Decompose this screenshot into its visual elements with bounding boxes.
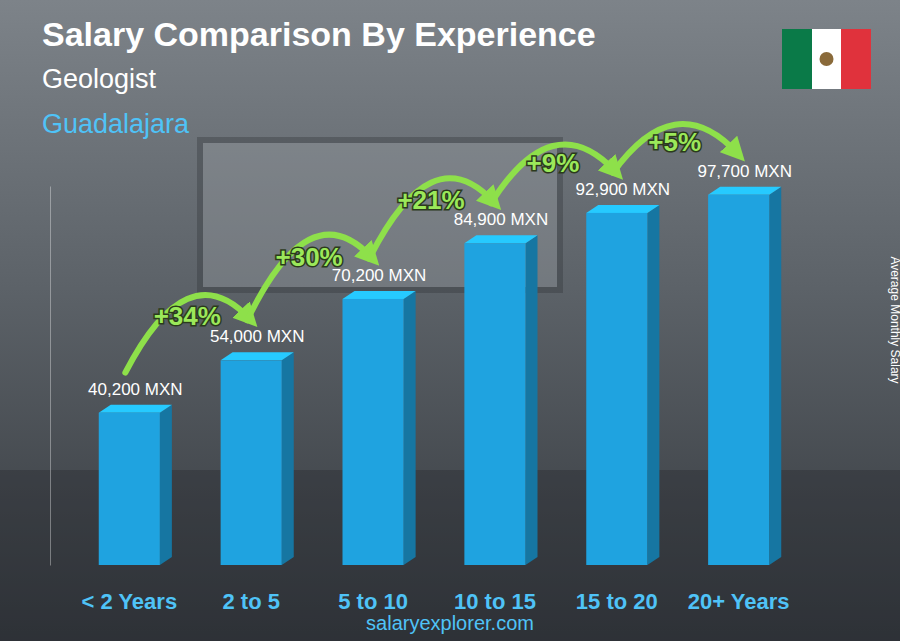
growth-arrow xyxy=(491,144,615,203)
flag-emblem xyxy=(820,52,834,66)
title: Salary Comparison By Experience xyxy=(42,15,596,53)
chart: Salary Comparison By Experience Geologist… xyxy=(0,0,900,641)
bar-group xyxy=(464,235,537,565)
growth-label: +21% xyxy=(397,185,464,215)
data-labels: 40,200 MXN 54,000 MXN 70,200 MXN 84,900 MXN… xyxy=(88,162,792,399)
x-tick-label: 2 to 5 xyxy=(222,589,279,614)
growth-arrow xyxy=(125,295,249,373)
bar-side xyxy=(526,235,538,565)
source: salaryexplorer.com xyxy=(366,612,534,634)
bar-top xyxy=(708,187,781,195)
x-tick-label: 20+ Years xyxy=(688,589,790,614)
location: Guadalajara xyxy=(42,109,190,139)
x-tick: < 2 Years xyxy=(81,565,177,614)
flag-red xyxy=(841,29,871,89)
bar-group xyxy=(221,352,294,565)
bar-group xyxy=(343,291,416,565)
y-axis-line xyxy=(50,187,51,566)
x-tick-label: < 2 Years xyxy=(81,589,177,614)
growth-arrow xyxy=(247,235,371,321)
data-label: 92,900 MXN xyxy=(576,180,671,199)
bar-top xyxy=(343,291,416,299)
flag-green xyxy=(782,29,812,89)
bar xyxy=(586,213,647,565)
bar-group xyxy=(99,405,172,565)
x-tick: 5 to 10 xyxy=(338,565,408,614)
bar-top xyxy=(464,235,537,243)
x-tick: 2 to 5 xyxy=(222,565,279,614)
data-label: 40,200 MXN xyxy=(88,380,183,399)
data-label: 84,900 MXN xyxy=(454,210,549,229)
bar-side xyxy=(160,405,172,565)
x-tick: 15 to 20 xyxy=(576,565,658,614)
x-tick: 10 to 15 xyxy=(454,565,536,614)
bars xyxy=(99,187,782,565)
bar-side xyxy=(647,205,659,565)
x-axis: < 2 Years 2 to 5 5 to 10 10 to 15 15 to 20 20… xyxy=(81,565,789,614)
subtitle: Geologist xyxy=(42,64,157,94)
bar-top xyxy=(586,205,659,213)
data-label: 70,200 MXN xyxy=(332,266,427,285)
bar xyxy=(99,413,160,565)
bar xyxy=(343,299,404,565)
growth-arrow xyxy=(369,178,493,259)
data-label: 54,000 MXN xyxy=(210,327,305,346)
bar-side xyxy=(404,291,416,565)
x-tick: 20+ Years xyxy=(688,565,790,614)
bar-top xyxy=(99,405,172,413)
data-label: 97,700 MXN xyxy=(697,162,792,181)
growth-label: +5% xyxy=(648,127,701,157)
y-axis-title: Average Monthly Salary xyxy=(888,256,900,383)
bar-side xyxy=(282,352,294,565)
bar-top xyxy=(221,352,294,360)
flag-white xyxy=(812,29,841,89)
growth-label: +9% xyxy=(526,148,579,178)
bar-group xyxy=(708,187,781,565)
bar xyxy=(464,243,525,565)
annotations: +34% +30% +21% +9% +5% xyxy=(125,124,736,373)
growth-arrow xyxy=(613,124,737,173)
growth-label: +30% xyxy=(276,242,343,272)
background xyxy=(0,0,900,641)
flag xyxy=(782,29,871,89)
x-tick-label: 5 to 10 xyxy=(338,589,408,614)
growth-label: +34% xyxy=(154,301,221,331)
bar-group xyxy=(586,205,659,565)
bar xyxy=(708,195,769,565)
y-axis xyxy=(50,187,51,566)
x-tick-label: 15 to 20 xyxy=(576,589,658,614)
bar-side xyxy=(769,187,781,565)
x-tick-label: 10 to 15 xyxy=(454,589,536,614)
bar xyxy=(221,360,282,565)
